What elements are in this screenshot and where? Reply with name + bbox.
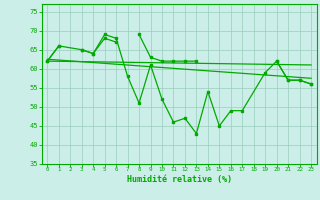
X-axis label: Humidité relative (%): Humidité relative (%)	[127, 175, 232, 184]
